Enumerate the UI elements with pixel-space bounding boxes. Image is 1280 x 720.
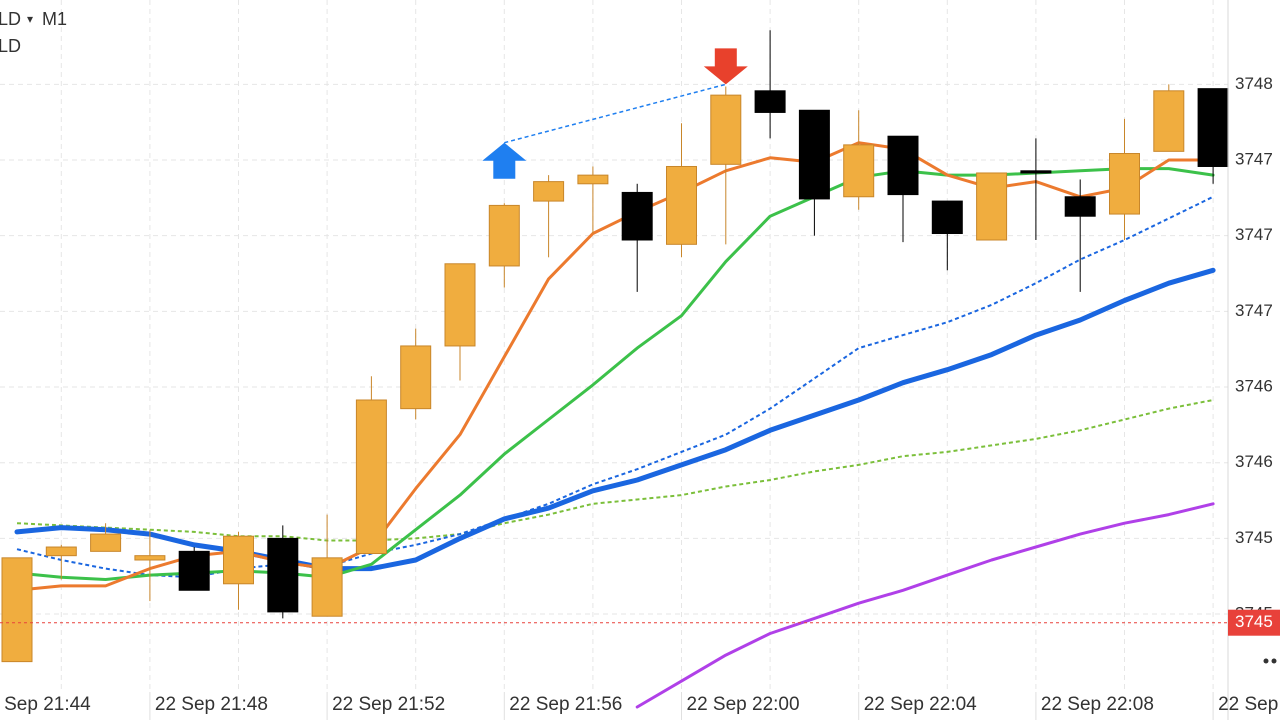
candle-body <box>887 135 919 196</box>
candle-body <box>45 546 77 557</box>
candle-body <box>710 94 742 165</box>
signals <box>482 48 748 179</box>
candle-body <box>533 181 565 202</box>
indicator-line <box>635 502 1215 709</box>
candle-body <box>1153 90 1185 152</box>
y-tick-label: 3748 <box>1235 74 1273 93</box>
candle-body <box>931 200 963 235</box>
candle-body <box>577 174 609 185</box>
candle-body <box>355 399 387 555</box>
candle-body <box>178 550 210 591</box>
x-tick-label: 22 Sep 21:44 <box>0 694 91 715</box>
description: LD <box>0 36 21 56</box>
indicator-line <box>14 267 1216 572</box>
symbol: LD <box>0 9 21 29</box>
indicator-line <box>15 167 1215 581</box>
candle-body <box>798 109 830 200</box>
candle-body <box>267 537 299 613</box>
axes: 3748 3747 3747 3747 3746 3746 3745 3745 22 Sep 2… <box>0 74 1280 720</box>
grid <box>0 0 1228 690</box>
y-tick-label: 3746 <box>1235 452 1273 471</box>
dropdown-icon[interactable]: ▾ <box>27 12 33 26</box>
indicator-line <box>15 141 1215 592</box>
candle-body <box>90 533 122 552</box>
x-tick-label: 22 Sep 22:00 <box>687 694 800 715</box>
indicator-line <box>16 195 1214 579</box>
current-price-box <box>1228 609 1280 636</box>
candle-body <box>666 165 697 245</box>
candle-body <box>1109 153 1140 215</box>
signal-link <box>504 83 726 144</box>
x-tick-label: 22 Sep 21:52 <box>332 694 445 715</box>
candles <box>1 30 1229 663</box>
candle-body <box>1 557 33 663</box>
candle-body <box>621 191 653 241</box>
x-tick-label: 22 Sep 21:56 <box>509 694 622 715</box>
indicators <box>14 141 1216 709</box>
signal-arrow <box>482 142 527 179</box>
timeframe: M1 <box>42 9 67 29</box>
candle-body <box>843 144 875 198</box>
y-tick-label: 3746 <box>1235 377 1273 396</box>
x-tick-label: 22 Sep 22:04 <box>864 694 977 715</box>
candle-body <box>488 204 520 267</box>
candle-body <box>444 263 476 347</box>
candle-body <box>976 172 1008 241</box>
y-tick-label: 3747 <box>1235 225 1273 244</box>
y-tick-label: 3745 <box>1235 528 1273 547</box>
candle-body <box>223 535 254 585</box>
signal-arrow <box>703 48 748 85</box>
candle-body <box>1020 170 1052 174</box>
indicator-line <box>16 399 1214 542</box>
y-tick-label: 3747 <box>1235 149 1273 168</box>
menu-dot <box>1263 658 1269 664</box>
y-tick-label: 3747 <box>1235 301 1273 320</box>
x-tick-label: 22 Sep 22:12 <box>1218 694 1280 715</box>
candle-body <box>754 90 786 113</box>
candle-body <box>134 555 166 561</box>
x-tick-label: 22 Sep 21:48 <box>155 694 268 715</box>
candle-body <box>1197 88 1229 167</box>
candle-body <box>400 345 432 410</box>
menu-dot <box>1271 658 1277 664</box>
candle-body <box>1064 196 1096 217</box>
candle-body <box>311 557 343 617</box>
x-tick-label: 22 Sep 22:08 <box>1041 694 1154 715</box>
current-price-label: 3745 <box>1235 612 1273 631</box>
